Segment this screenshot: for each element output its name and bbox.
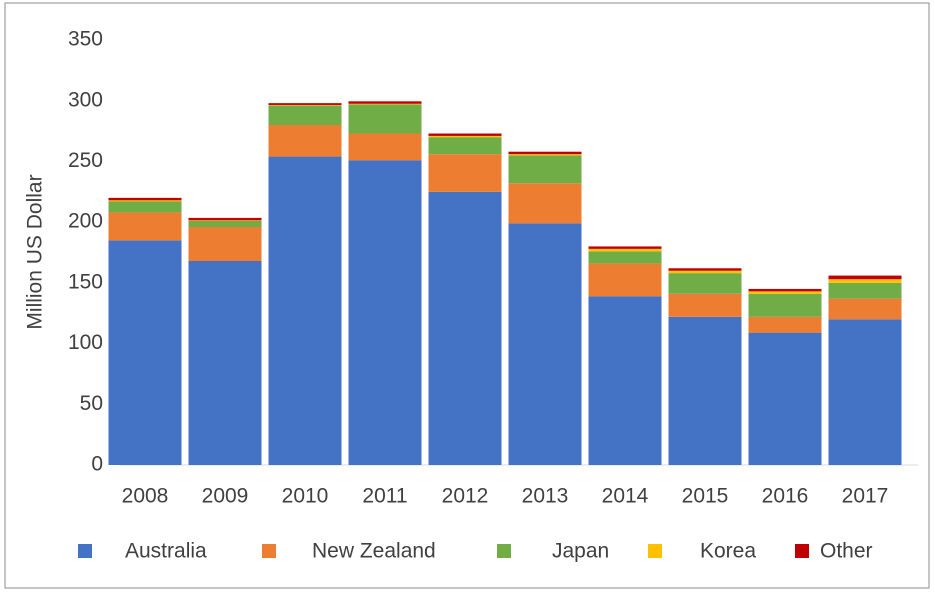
bar-segment	[668, 273, 742, 294]
bar-segment	[268, 104, 342, 106]
bar-segment	[508, 223, 582, 465]
y-tick-label: 200	[68, 210, 103, 233]
legend-swatch	[497, 544, 511, 558]
bar-segment	[748, 291, 822, 294]
x-tick-label: 2008	[122, 485, 169, 508]
bar-segment	[668, 268, 742, 271]
bar-segment	[108, 201, 182, 213]
bar-segment	[748, 316, 822, 333]
bar-segment	[188, 217, 262, 221]
bar-segment	[188, 220, 262, 227]
bar-segment	[748, 288, 822, 292]
bar-segment	[348, 104, 422, 134]
legend-label: Korea	[700, 540, 756, 563]
bar-segment	[828, 282, 902, 299]
legend-swatch	[795, 544, 809, 558]
y-tick-label: 150	[68, 270, 103, 293]
bar-segment	[348, 133, 422, 161]
bar-segment	[348, 160, 422, 465]
bar-segment	[268, 125, 342, 157]
bar-segment	[828, 279, 902, 283]
y-tick-label: 300	[68, 88, 103, 111]
bar-segment	[108, 212, 182, 241]
bar-segment	[588, 296, 662, 465]
legend-swatch	[78, 544, 92, 558]
y-tick-label: 350	[68, 28, 103, 51]
bar-segment	[828, 275, 902, 280]
bar-segment	[588, 246, 662, 249]
bar-segment	[188, 261, 262, 465]
bar-segment	[268, 156, 342, 466]
x-tick-label: 2015	[682, 485, 729, 508]
bar-segment	[748, 293, 822, 317]
bar-segment	[588, 263, 662, 297]
y-tick-label: 50	[80, 392, 103, 415]
bar-segment	[508, 151, 582, 155]
legend-label: New Zealand	[312, 540, 436, 563]
bar-segment	[668, 293, 742, 317]
bar-segment	[428, 191, 502, 466]
bar-segment	[668, 316, 742, 465]
legend-swatch	[648, 544, 662, 558]
bar-segment	[748, 332, 822, 465]
x-tick-label: 2016	[762, 485, 809, 508]
legend-swatch	[262, 544, 276, 558]
x-tick-label: 2017	[842, 485, 889, 508]
y-tick-label: 250	[68, 149, 103, 172]
bar-segment	[508, 155, 582, 184]
bar-segment	[588, 248, 662, 252]
bar-segment	[508, 183, 582, 224]
x-tick-label: 2013	[522, 485, 569, 508]
bar-segment	[828, 319, 902, 465]
bar-segment	[188, 220, 262, 221]
legend-label: Other	[820, 540, 873, 563]
bar-segment	[108, 197, 182, 201]
bar-segment	[508, 154, 582, 156]
y-axis-label: Million US Dollar	[24, 174, 47, 329]
x-tick-label: 2014	[602, 485, 649, 508]
bar-segment	[348, 103, 422, 105]
bar-segment	[428, 137, 502, 155]
bar-segment	[268, 105, 342, 125]
legend-label: Japan	[552, 540, 609, 563]
x-tick-label: 2009	[202, 485, 249, 508]
bar-segment	[428, 154, 502, 192]
bar-segment	[428, 133, 502, 136]
bar-segment	[348, 101, 422, 104]
bar-segment	[188, 227, 262, 261]
bar-segment	[268, 103, 342, 105]
x-tick-label: 2011	[362, 485, 407, 508]
bar-segment	[588, 251, 662, 264]
bar-segment	[668, 270, 742, 274]
x-tick-label: 2010	[282, 485, 329, 508]
bar-segment	[108, 240, 182, 465]
bar-segment	[828, 298, 902, 320]
y-tick-label: 0	[91, 453, 103, 476]
bar-segment	[428, 135, 502, 138]
x-tick-label: 2012	[442, 485, 489, 508]
legend-label: Australia	[125, 540, 207, 563]
bar-segment	[108, 200, 182, 202]
y-tick-label: 100	[68, 331, 103, 354]
